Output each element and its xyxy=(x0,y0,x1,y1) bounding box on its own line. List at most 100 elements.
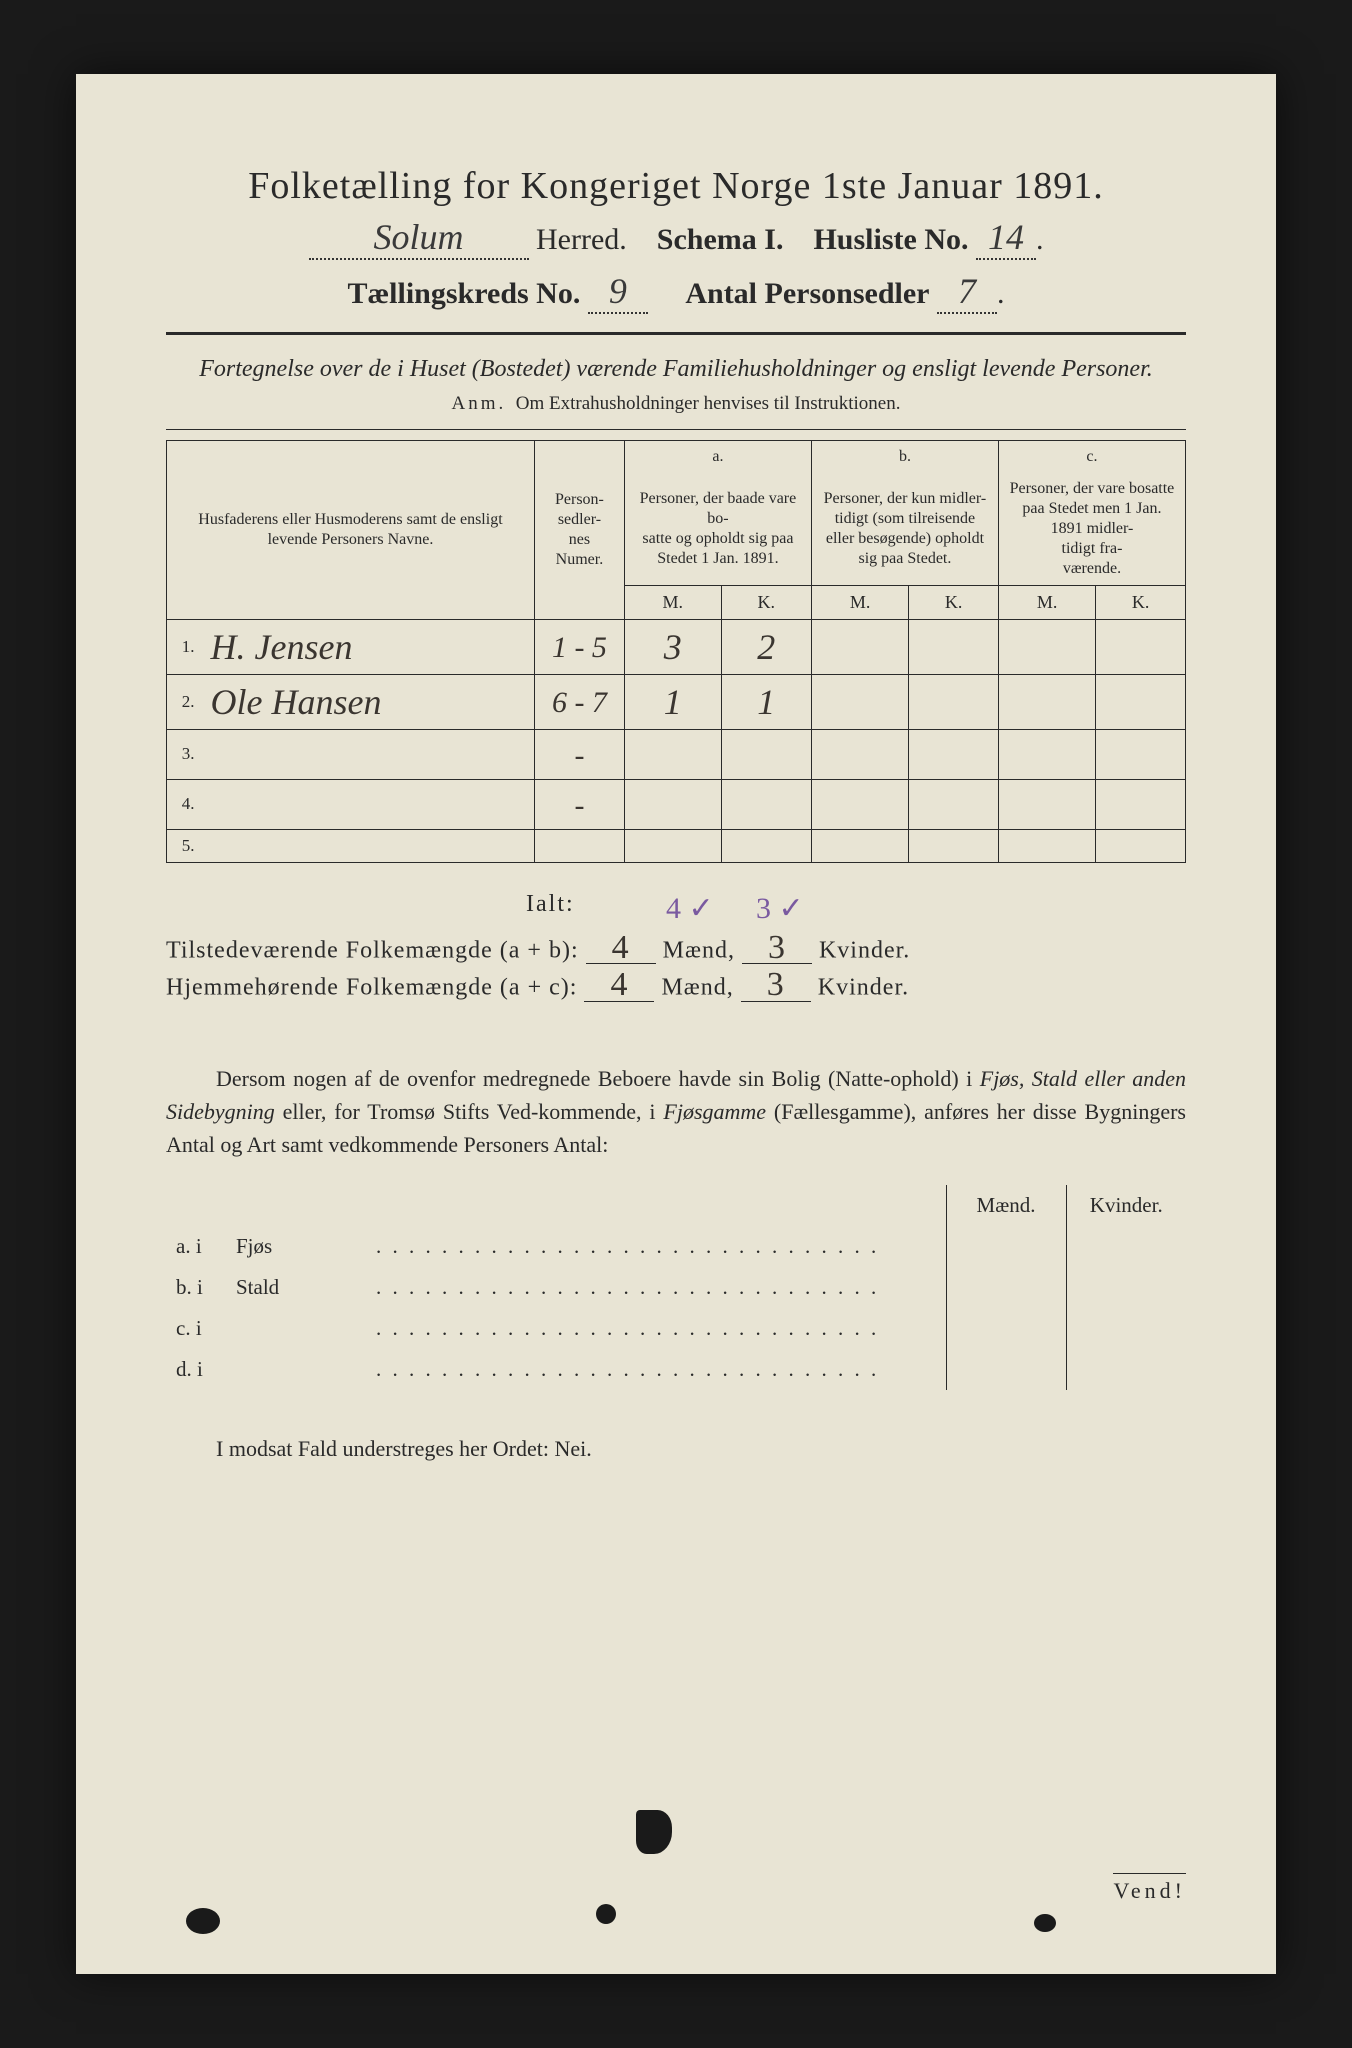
outbuilding-table: Mænd. Kvinder. a. iFjøs. . . . . . . . .… xyxy=(166,1185,1186,1390)
p1d: Fjøsgamme xyxy=(663,1099,766,1124)
col-num: Person- sedler- nes Numer. xyxy=(534,440,624,619)
col-b-k: K. xyxy=(909,585,999,619)
row-personsedler: - xyxy=(534,779,624,829)
row-c-m xyxy=(998,829,1095,862)
outbld-type: Stald xyxy=(226,1267,366,1308)
row-b-k xyxy=(909,829,999,862)
outbld-dots: . . . . . . . . . . . . . . . . . . . . … xyxy=(366,1308,946,1349)
subtitle: Fortegnelse over de i Huset (Bostedet) v… xyxy=(166,353,1186,387)
table-row: 4. - xyxy=(167,779,1186,829)
col-a-tag: a. xyxy=(624,440,811,473)
outbld-dots: . . . . . . . . . . . . . . . . . . . . … xyxy=(366,1349,946,1390)
husliste-label: Husliste No. xyxy=(813,223,968,256)
row-c-m xyxy=(998,619,1095,674)
row-personsedler: 1 - 5 xyxy=(534,619,624,674)
kvinder-2: Kvinder. xyxy=(818,975,909,1001)
herred-label: Herred. xyxy=(536,223,627,256)
outbld-dots: . . . . . . . . . . . . . . . . . . . . … xyxy=(366,1267,946,1308)
row-num: 5. xyxy=(167,829,203,862)
row-b-m xyxy=(811,829,908,862)
nei-line: I modsat Fald understreges her Ordet: Ne… xyxy=(166,1436,1186,1462)
ab-m: 4 xyxy=(586,933,656,965)
personsedler-label: Antal Personsedler xyxy=(685,277,929,310)
table-row: 2.Ole Hansen6 - 711 xyxy=(167,674,1186,729)
outbld-dots: . . . . . . . . . . . . . . . . . . . . … xyxy=(366,1226,946,1267)
anm-line: Anm. Om Extrahusholdninger henvises til … xyxy=(166,393,1186,415)
schema-label: Schema I. xyxy=(657,223,784,256)
row-b-k xyxy=(909,674,999,729)
col-b-tag: b. xyxy=(811,440,998,473)
anm-text: Om Extrahusholdninger henvises til Instr… xyxy=(516,393,901,414)
row-b-m xyxy=(811,779,908,829)
outbld-row: b. iStald. . . . . . . . . . . . . . . .… xyxy=(166,1267,1186,1308)
row-c-m xyxy=(998,779,1095,829)
row-c-m xyxy=(998,729,1095,779)
col-c-k: K. xyxy=(1096,585,1186,619)
outbld-type xyxy=(226,1349,366,1390)
row-b-k xyxy=(909,619,999,674)
p1a: Dersom nogen af de ovenfor medregnede Be… xyxy=(216,1066,980,1091)
row-name: Ole Hansen xyxy=(203,674,535,729)
row-a-k: 1 xyxy=(721,674,811,729)
herred-value: Solum xyxy=(309,216,529,260)
row-name xyxy=(203,829,535,862)
row-name xyxy=(203,779,535,829)
outbld-k xyxy=(1066,1308,1186,1349)
row-c-k xyxy=(1096,674,1186,729)
census-form-paper: Folketælling for Kongeriget Norge 1ste J… xyxy=(76,74,1276,1974)
row-a-k: 2 xyxy=(721,619,811,674)
outbld-maend: Mænd. xyxy=(946,1185,1066,1226)
totals-line-ab: Tilstedeværende Folkemængde (a + b): 4 M… xyxy=(166,933,1186,965)
census-table: Husfaderens eller Husmoderens samt de en… xyxy=(166,440,1186,863)
row-num: 3. xyxy=(167,729,203,779)
table-row: 1.H. Jensen1 - 532 xyxy=(167,619,1186,674)
thin-divider xyxy=(166,429,1186,430)
kreds-value: 9 xyxy=(588,270,648,314)
row-a-k xyxy=(721,829,811,862)
outbld-m xyxy=(946,1308,1066,1349)
row-num: 4. xyxy=(167,779,203,829)
husliste-value: 14 xyxy=(976,216,1036,260)
row-b-k xyxy=(909,779,999,829)
col-a: Personer, der baade vare bo- satte og op… xyxy=(624,473,811,586)
col-a-k: K. xyxy=(721,585,811,619)
outbld-row: c. i. . . . . . . . . . . . . . . . . . … xyxy=(166,1308,1186,1349)
outbld-type: Fjøs xyxy=(226,1226,366,1267)
row-b-m xyxy=(811,674,908,729)
row-a-m: 3 xyxy=(624,619,721,674)
outbld-lab: b. i xyxy=(166,1267,226,1308)
blot-2 xyxy=(596,1904,616,1924)
row-a-m: 1 xyxy=(624,674,721,729)
row-name xyxy=(203,729,535,779)
ink-smudge xyxy=(636,1810,672,1854)
outbld-row: a. iFjøs. . . . . . . . . . . . . . . . … xyxy=(166,1226,1186,1267)
vend-label: Vend! xyxy=(1113,1873,1186,1904)
ab-label: Tilstedeværende Folkemængde (a + b): xyxy=(166,937,579,963)
outbld-row: d. i. . . . . . . . . . . . . . . . . . … xyxy=(166,1349,1186,1390)
check-k: 3 ✓ xyxy=(756,891,804,926)
kreds-label: Tællingskreds No. xyxy=(348,277,581,310)
row-b-m xyxy=(811,619,908,674)
col-name: Husfaderens eller Husmoderens samt de en… xyxy=(167,440,535,619)
col-a-m: M. xyxy=(624,585,721,619)
p1c: eller, for Tromsø Stifts Ved-kommende, i xyxy=(275,1099,664,1124)
col-b: Personer, der kun midler- tidigt (som ti… xyxy=(811,473,998,586)
row-b-k xyxy=(909,729,999,779)
row-b-m xyxy=(811,729,908,779)
row-c-k xyxy=(1096,779,1186,829)
row-c-k xyxy=(1096,619,1186,674)
row-c-k xyxy=(1096,729,1186,779)
row-personsedler: 6 - 7 xyxy=(534,674,624,729)
ac-k: 3 xyxy=(741,970,811,1002)
row-name: H. Jensen xyxy=(203,619,535,674)
row-c-k xyxy=(1096,829,1186,862)
table-row: 5. xyxy=(167,829,1186,862)
row-personsedler: - xyxy=(534,729,624,779)
col-c: Personer, der vare bosatte paa Stedet me… xyxy=(998,473,1185,586)
ab-k: 3 xyxy=(742,933,812,965)
outbld-m xyxy=(946,1349,1066,1390)
ac-label: Hjemmehørende Folkemængde (a + c): xyxy=(166,975,577,1001)
personsedler-value: 7 xyxy=(937,270,997,314)
kvinder-1: Kvinder. xyxy=(819,937,910,963)
outbld-m xyxy=(946,1226,1066,1267)
